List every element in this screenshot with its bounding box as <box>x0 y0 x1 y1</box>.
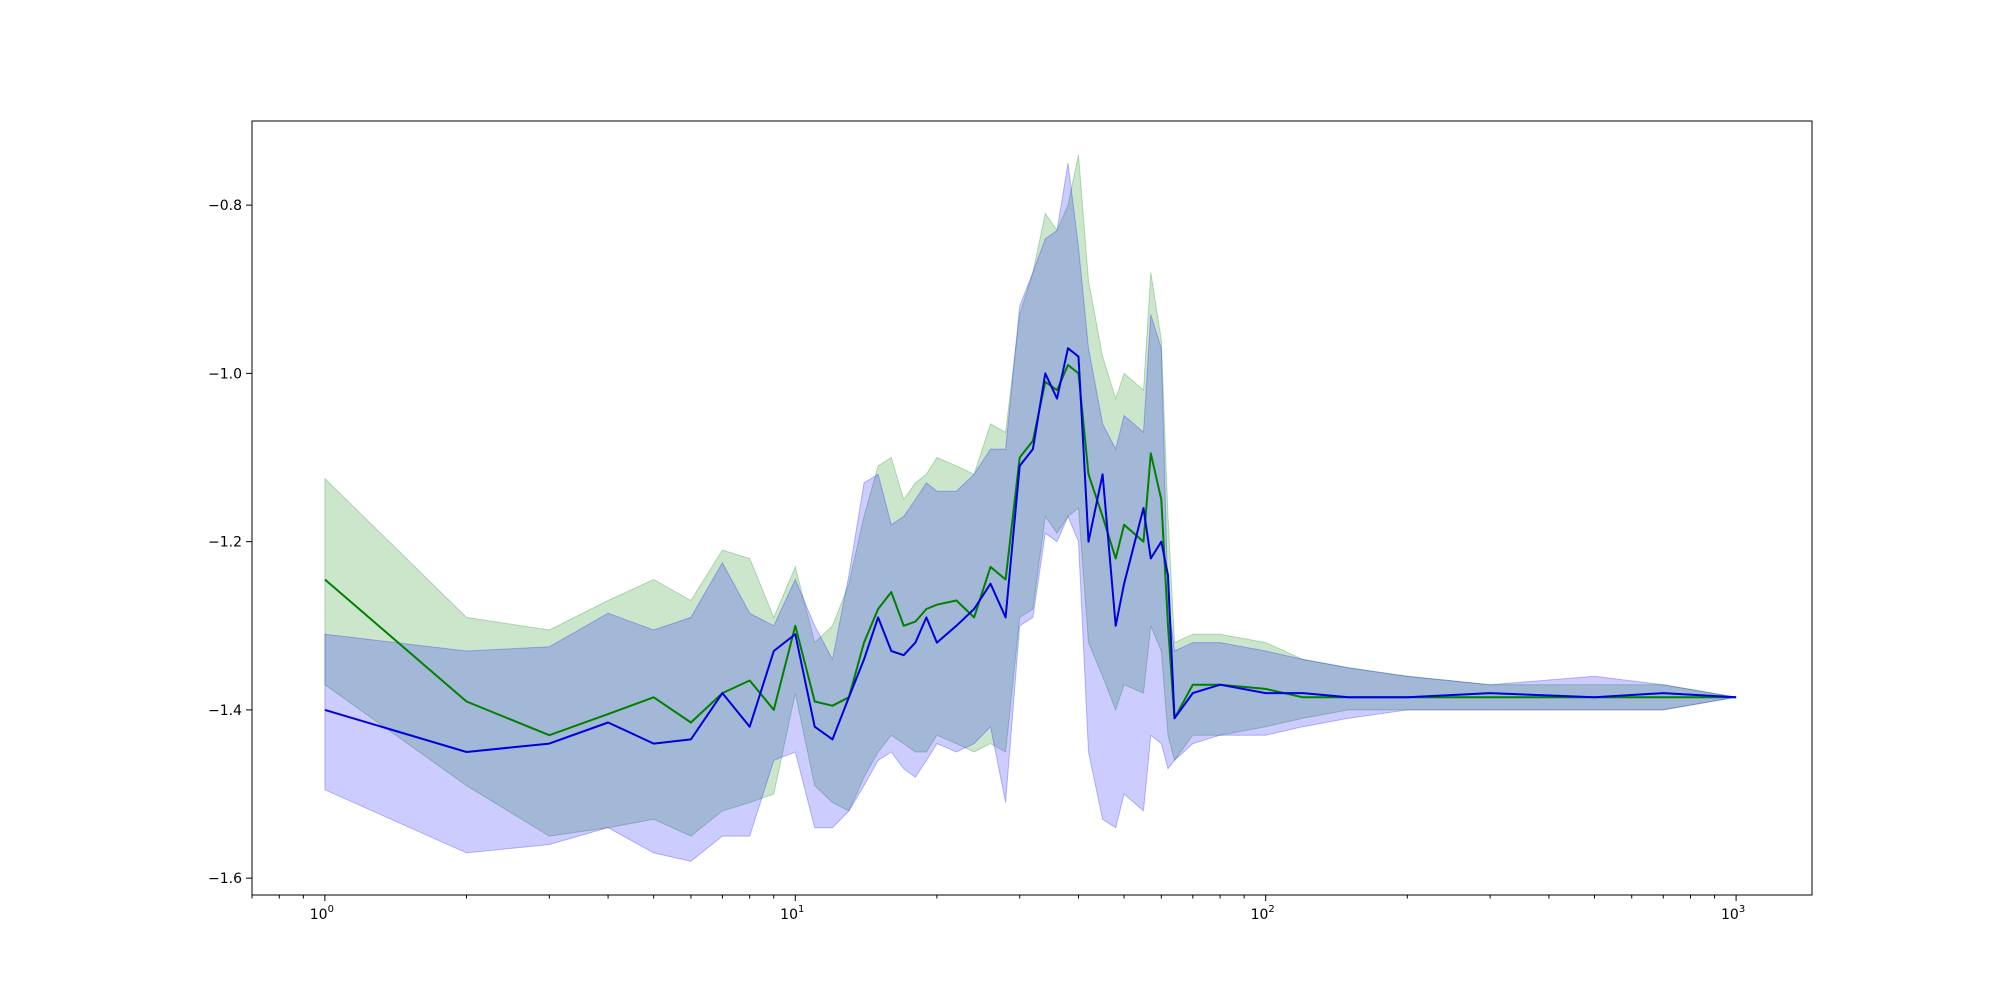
plot-area-frame <box>251 120 1813 896</box>
series-lines <box>324 347 1737 753</box>
y-axis: −1.6 −1.4 −1.2 −1.0 −0.8 <box>208 198 252 887</box>
series-2-line <box>324 347 1737 753</box>
y-tick-label: −1.4 <box>208 703 242 719</box>
x-axis: 100 101 102 103 <box>251 895 1745 923</box>
x-tick-label: 103 <box>1721 904 1745 923</box>
confidence-bands <box>324 154 1737 862</box>
x-tick-label: 102 <box>1251 904 1275 923</box>
y-tick-label: −1.6 <box>208 871 242 887</box>
series-1-band <box>324 154 1737 837</box>
y-tick-label: −1.2 <box>208 535 242 551</box>
x-tick-label: 101 <box>780 904 804 923</box>
y-tick-label: −0.8 <box>208 198 242 214</box>
x-tick-label: 100 <box>310 904 334 923</box>
y-tick-label: −1.0 <box>208 366 242 382</box>
series-2-band <box>324 163 1737 862</box>
